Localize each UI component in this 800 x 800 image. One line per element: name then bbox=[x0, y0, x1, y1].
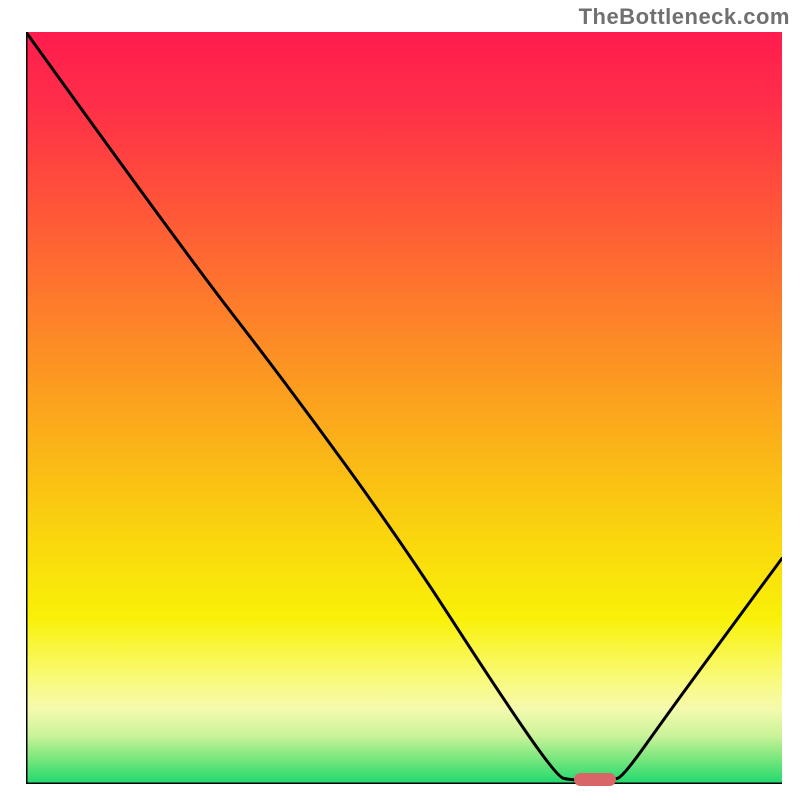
optimal-marker bbox=[574, 773, 616, 787]
plot-svg bbox=[26, 32, 782, 784]
chart-container: TheBottleneck.com bbox=[0, 0, 800, 800]
plot-area bbox=[26, 32, 782, 784]
attribution-text: TheBottleneck.com bbox=[579, 4, 790, 30]
